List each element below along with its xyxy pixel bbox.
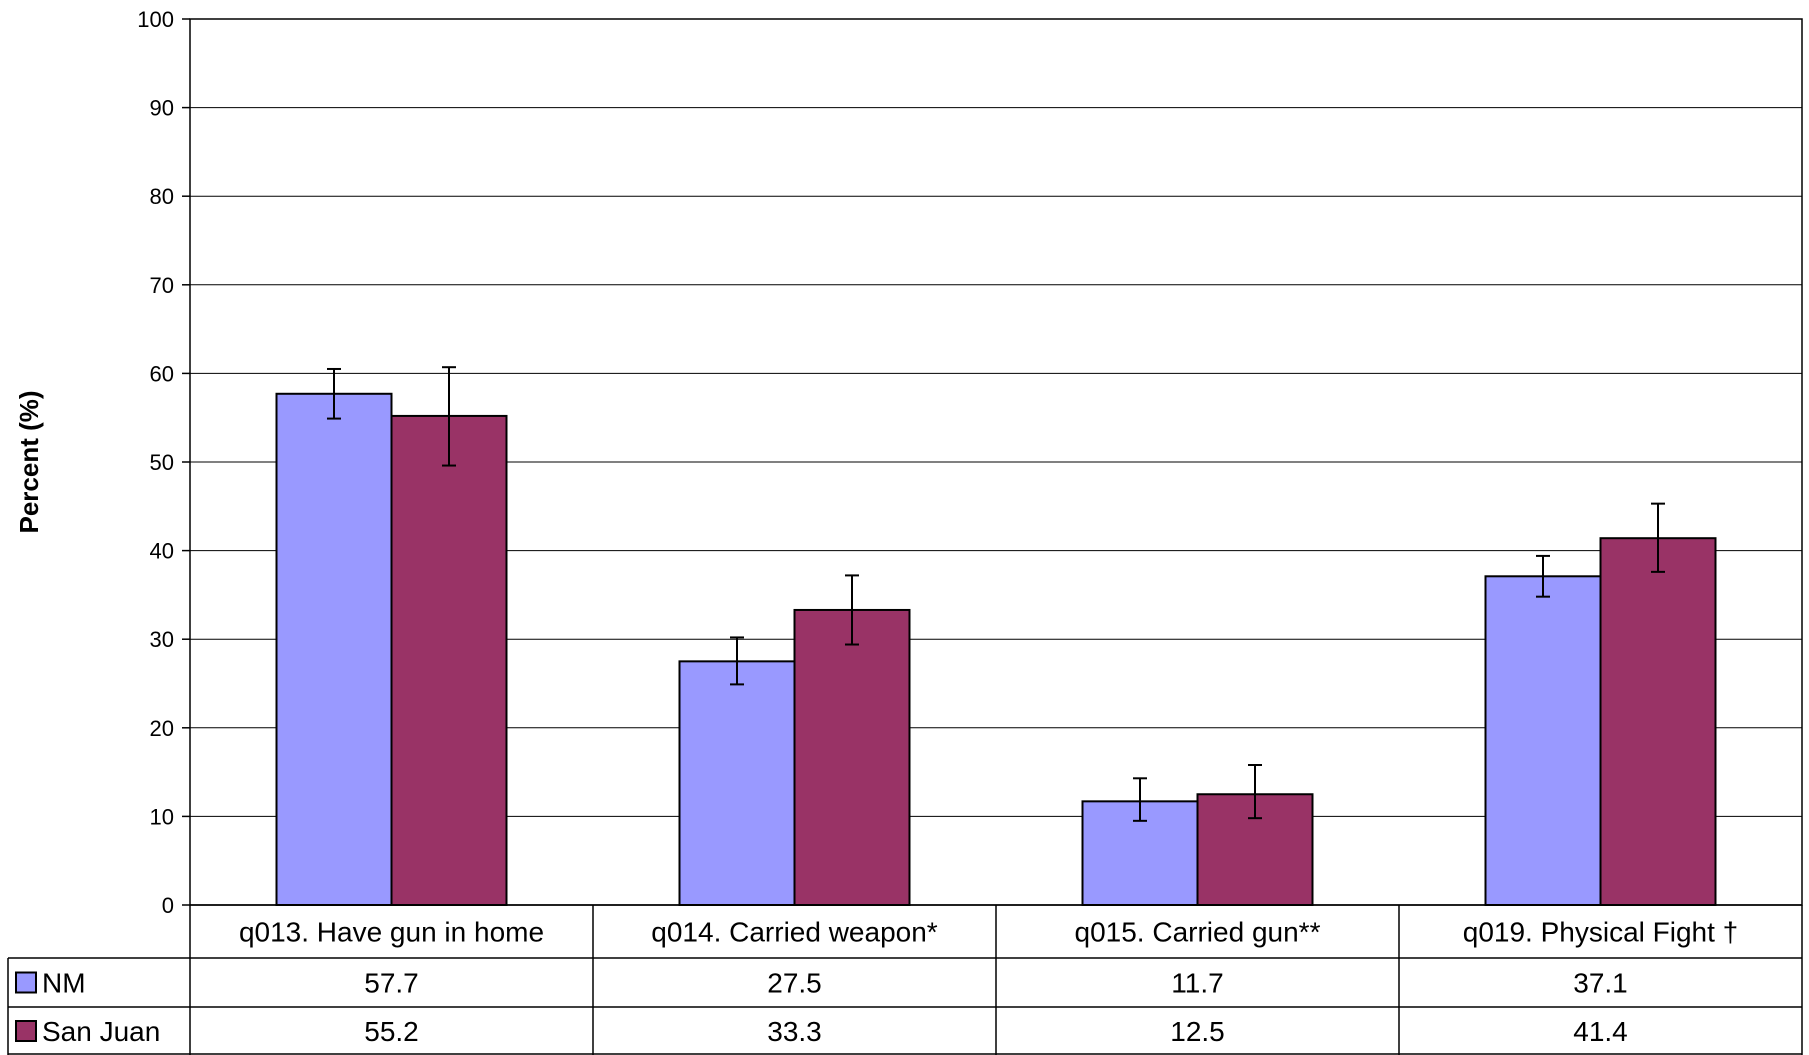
legend-label: NM [42, 968, 86, 999]
data-table-value: 11.7 [1171, 968, 1223, 999]
y-tick-label: 0 [162, 893, 174, 918]
y-tick-label: 40 [150, 539, 174, 564]
legend-label: San Juan [42, 1016, 160, 1047]
data-table-value: 12.5 [1170, 1016, 1225, 1047]
x-category-label: q015. Carried gun** [1075, 917, 1321, 948]
data-table-value: 33.3 [767, 1016, 822, 1047]
bar-nm [275, 392, 393, 906]
y-tick-label: 30 [150, 627, 174, 652]
data-table-value: 27.5 [767, 968, 822, 999]
legend-swatch [15, 971, 37, 994]
y-tick-label: 70 [150, 273, 174, 298]
x-category-label: q019. Physical Fight † [1463, 917, 1739, 948]
data-table-value: 55.2 [364, 1016, 419, 1047]
y-tick-label: 90 [150, 96, 174, 121]
error-bars [327, 366, 1665, 822]
bar-nm [1484, 575, 1602, 906]
data-table: q013. Have gun in home q014. Carried weap… [7, 904, 1803, 1055]
bar-san-juan [1599, 537, 1717, 906]
y-tick-label: 60 [150, 361, 174, 386]
y-tick-label: 80 [150, 184, 174, 209]
y-tick-label: 10 [150, 804, 174, 829]
bar-nm [678, 660, 796, 906]
data-table-value: 57.7 [364, 968, 419, 999]
x-category-label: q014. Carried weapon* [651, 917, 938, 948]
y-axis-label: Percent (%) [14, 390, 44, 533]
data-table-value: 37.1 [1573, 968, 1628, 999]
x-category-label: q013. Have gun in home [239, 917, 544, 948]
bar-san-juan [793, 608, 911, 906]
y-axis-ticks: 0 10 20 30 40 50 60 70 80 90 100 [137, 7, 190, 918]
bar-san-juan [390, 414, 508, 906]
bars [275, 392, 1717, 907]
y-tick-label: 50 [150, 450, 174, 475]
y-tick-label: 100 [137, 7, 174, 32]
legend-swatch [15, 1020, 37, 1042]
y-tick-label: 20 [150, 716, 174, 741]
data-table-value: 41.4 [1573, 1016, 1628, 1047]
